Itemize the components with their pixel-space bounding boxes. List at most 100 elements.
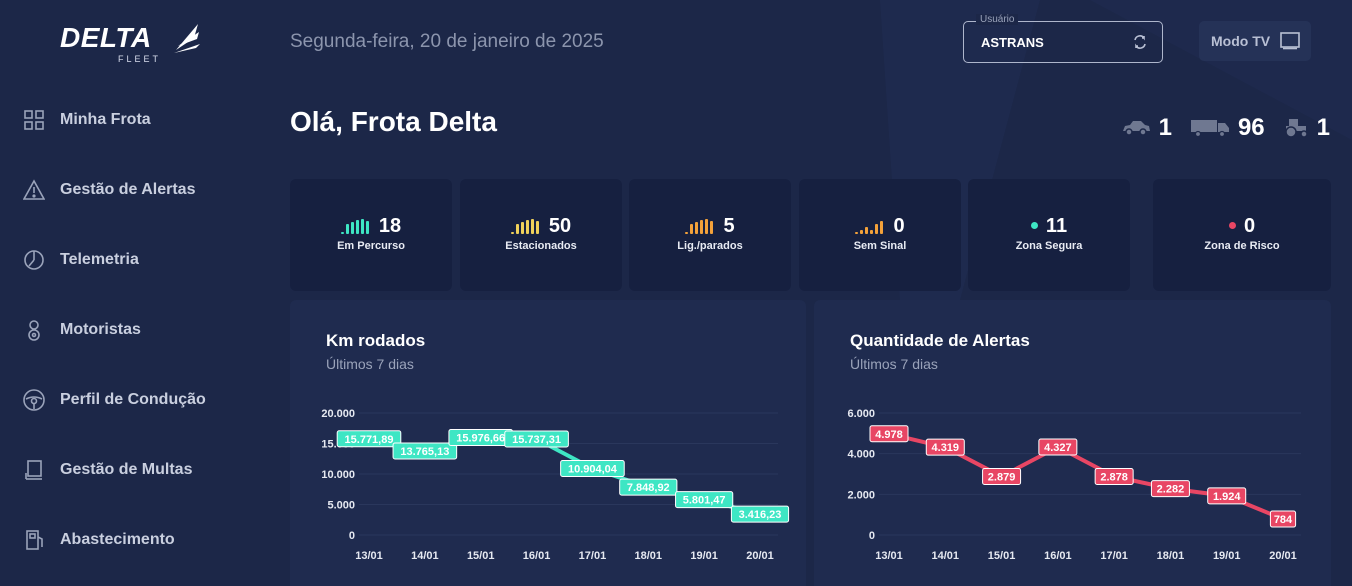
- data-label-box: [1094, 467, 1134, 485]
- sidebar: DELTA FLEET Minha Frota Gestão de Alerta…: [0, 0, 270, 586]
- sidebar-item-telemetria[interactable]: Telemetria: [22, 245, 262, 275]
- x-tick-label: 15/01: [467, 550, 495, 562]
- logo-subtitle: FLEET: [118, 54, 162, 64]
- x-tick-label: 18/01: [1157, 550, 1185, 562]
- car-icon: [1122, 121, 1150, 136]
- status-card-estacionados[interactable]: 50 Estacionados: [460, 179, 622, 291]
- x-tick-label: 20/01: [1269, 550, 1297, 562]
- data-point[interactable]: 15.771,89: [336, 430, 402, 448]
- data-point[interactable]: 2.879: [982, 467, 1022, 485]
- car-count: 1: [1121, 114, 1172, 142]
- data-label: 4.978: [875, 429, 903, 441]
- x-tick-label: 19/01: [1213, 550, 1241, 562]
- data-label-box: [1269, 510, 1297, 528]
- status-card-zona-segura[interactable]: 11 Zona Segura: [968, 179, 1130, 291]
- sidebar-item-label: Gestão de Alertas: [60, 181, 196, 198]
- swap-icon[interactable]: [1132, 34, 1148, 50]
- data-label-box: [560, 459, 625, 477]
- data-point[interactable]: 4.978: [869, 425, 909, 443]
- x-tick-label: 14/01: [411, 550, 439, 562]
- greeting-title: Olá, Frota Delta: [290, 106, 497, 137]
- monitor-icon: [1280, 32, 1300, 50]
- logo-wordmark: DELTA: [60, 22, 152, 53]
- panel-title: Quantidade de Alertas: [850, 331, 1030, 350]
- alertas-panel: Quantidade de Alertas Últimos 7 dias 0 2.…: [814, 300, 1331, 586]
- alertas-chart[interactable]: 0 2.000 4.000 6.000 13/01 14/01 15/01 16/01 17/0…: [814, 300, 1331, 586]
- data-label-box: [869, 425, 909, 443]
- data-label: 15.737,31: [512, 434, 561, 446]
- x-tick-label: 14/01: [932, 550, 960, 562]
- data-point[interactable]: 10.904,04: [560, 459, 625, 477]
- y-tick-label: 6.000: [847, 408, 875, 420]
- data-label: 13.765,13: [400, 446, 449, 458]
- data-label: 2.282: [1157, 484, 1185, 496]
- data-label-box: [392, 442, 458, 460]
- status-card-lig-parados[interactable]: 5 Lig./parados: [629, 179, 791, 291]
- y-tick-label: 4.000: [847, 449, 875, 461]
- grid-icon: [22, 108, 46, 132]
- user-select[interactable]: Usuário ASTRANS: [963, 14, 1163, 63]
- data-point[interactable]: 15.737,31: [504, 430, 569, 448]
- data-label-box: [675, 491, 734, 509]
- data-point[interactable]: 4.319: [925, 438, 965, 456]
- data-point[interactable]: 2.878: [1094, 467, 1134, 485]
- data-label: 15.771,89: [345, 434, 394, 446]
- tractor-count: 1: [1283, 114, 1330, 142]
- sidebar-item-perfil-de-conducao[interactable]: Perfil de Condução: [22, 385, 262, 415]
- user-select-legend: Usuário: [976, 14, 1019, 25]
- km-rodados-chart[interactable]: 05.00010.00015.00020.00013/0114/0115/011…: [290, 300, 806, 586]
- sidebar-item-abastecimento[interactable]: Abastecimento: [22, 525, 262, 555]
- truck-count-value: 96: [1237, 114, 1265, 141]
- sidebar-item-motoristas[interactable]: Motoristas: [22, 315, 262, 345]
- x-tick-label: 18/01: [635, 550, 663, 562]
- ticket-icon: [22, 458, 46, 482]
- sidebar-item-label: Gestão de Multas: [60, 461, 193, 478]
- status-card-sem-sinal[interactable]: 0 Sem Sinal: [799, 179, 961, 291]
- data-label-box: [925, 438, 965, 456]
- data-point[interactable]: 1.924: [1207, 487, 1247, 505]
- status-card-value: 5: [723, 215, 735, 237]
- status-card-em-percurso[interactable]: 18 Em Percurso: [290, 179, 452, 291]
- sidebar-item-gestao-de-multas[interactable]: Gestão de Multas: [22, 455, 262, 485]
- tv-mode-button[interactable]: Modo TV: [1199, 21, 1311, 61]
- panel-subtitle: Últimos 7 dias: [850, 356, 938, 372]
- truck-count: 96: [1190, 114, 1265, 142]
- data-point[interactable]: 784: [1269, 510, 1297, 528]
- status-card-label: Lig./parados: [677, 240, 743, 252]
- signal-bars-icon: [510, 218, 541, 234]
- data-point[interactable]: 3.416,23: [730, 505, 790, 523]
- delta-fleet-logo[interactable]: DELTA FLEET: [60, 18, 210, 68]
- data-point[interactable]: 13.765,13: [392, 442, 458, 460]
- x-tick-label: 16/01: [1044, 550, 1072, 562]
- data-label: 5.801,47: [683, 495, 726, 507]
- logo-swoosh-icon: [174, 24, 200, 53]
- sidebar-item-label: Abastecimento: [60, 531, 175, 548]
- user-select-value: ASTRANS: [981, 35, 1044, 50]
- x-tick-label: 19/01: [690, 550, 718, 562]
- data-label-box: [619, 478, 678, 496]
- data-point[interactable]: 2.282: [1150, 480, 1190, 498]
- data-point[interactable]: 5.801,47: [675, 491, 734, 509]
- sidebar-item-gestao-de-alertas[interactable]: Gestão de Alertas: [22, 175, 262, 205]
- status-card-label: Em Percurso: [337, 240, 405, 252]
- data-point[interactable]: 7.848,92: [619, 478, 678, 496]
- signal-bars-weak-icon: [855, 218, 885, 234]
- data-label-box: [982, 467, 1022, 485]
- x-tick-label: 13/01: [875, 550, 903, 562]
- sidebar-item-minha-frota[interactable]: Minha Frota: [22, 105, 262, 135]
- data-label: 2.878: [1100, 471, 1128, 483]
- status-card-label: Zona de Risco: [1204, 240, 1280, 252]
- vehicle-counts: 1 96 1: [1103, 114, 1330, 142]
- tv-mode-label: Modo TV: [1211, 33, 1271, 49]
- data-point[interactable]: 15.976,66: [448, 429, 514, 447]
- x-tick-label: 13/01: [355, 550, 383, 562]
- data-label: 1.924: [1213, 491, 1241, 503]
- status-dot-icon: [1228, 222, 1236, 229]
- data-point[interactable]: 4.327: [1038, 438, 1078, 456]
- status-card-label: Estacionados: [505, 240, 577, 252]
- sidebar-item-label: Motoristas: [60, 321, 141, 338]
- status-card-zona-de-risco[interactable]: 0 Zona de Risco: [1153, 179, 1331, 291]
- tractor-count-value: 1: [1316, 114, 1330, 141]
- data-label-box: [730, 505, 790, 523]
- data-label: 7.848,92: [627, 482, 670, 494]
